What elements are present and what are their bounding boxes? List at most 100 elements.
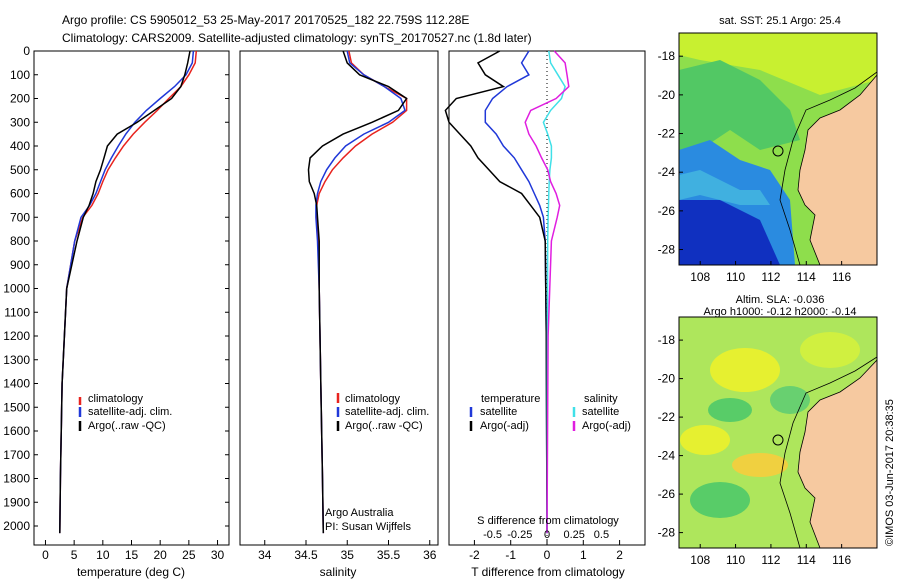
legend-argo: Argo(..raw -QC) [345, 420, 423, 432]
s-tick-label: -0.25 [507, 529, 532, 541]
sla-low-1 [690, 482, 750, 518]
series-line-salinity-argo-adj- [524, 50, 570, 534]
y-tick-label: 1400 [3, 377, 30, 391]
series-line-argo-raw-qc- [59, 50, 191, 534]
legend-satellite: satellite-adj. clim. [88, 406, 172, 418]
lon-tick-label: 112 [761, 553, 780, 567]
sla-high-4 [800, 332, 860, 368]
sla-map-title-1: Altim. SLA: -0.036 [736, 294, 825, 306]
lat-tick-label: -20 [658, 88, 676, 102]
sst-map-frame [678, 32, 878, 266]
sst-cyan-patch [679, 170, 770, 205]
x-tick-label: 2 [616, 548, 623, 562]
y-tick-label: 800 [10, 234, 30, 248]
s-tick-label: 0.25 [564, 529, 585, 541]
series-line-temperature-satellite [484, 50, 548, 534]
salinity-panel: 34 34.5 35 35.5 36 salinity climatology sate… [239, 50, 439, 579]
series-line-temperature-argo-adj- [444, 50, 548, 534]
y-tick-label: 900 [10, 258, 30, 272]
lon-tick-label: 110 [726, 270, 745, 284]
legend-temperature-title: temperature [481, 393, 540, 405]
lat-tick-label: -24 [658, 449, 676, 463]
y-tick-label: 1900 [3, 495, 30, 509]
sst-isobath [779, 71, 877, 265]
temperature-panel: 0 5 10 15 20 25 30 010020030040050060070080090… [3, 44, 645, 579]
header-line1: Argo profile: CS 5905012_53 25-May-2017 … [62, 13, 469, 27]
lon-tick-label: 108 [690, 553, 710, 567]
lat-tick-label: -22 [658, 127, 676, 141]
s-tick-label: 0 [544, 529, 550, 541]
lat-tick-label: -28 [658, 526, 676, 540]
sla-isobath [779, 356, 877, 548]
sla-low-3 [770, 386, 810, 414]
salinity-legend: climatology satellite-adj. clim. Argo(..… [336, 393, 429, 432]
y-tick-label: 1800 [3, 472, 30, 486]
series-line-argo-raw-qc- [307, 50, 408, 534]
difference-legend: temperature satellite Argo(-adj) salinit… [469, 393, 631, 432]
sst-cold-region [679, 200, 780, 265]
sla-high-1 [710, 348, 780, 392]
credit-pi: PI: Susan Wijffels [325, 521, 411, 533]
x-tick-label: 15 [125, 548, 139, 562]
sst-argo-position-marker [772, 145, 784, 157]
difference-panel: -2 -1 0 1 2 -0.5 -0.25 0 0.25 0.5 S difference f… [444, 50, 646, 579]
x-tick-label: 34.5 [294, 548, 318, 562]
lat-tick-label: -22 [658, 410, 676, 424]
x-tick-label: 5 [71, 548, 78, 562]
lat-tick-label: -26 [658, 204, 676, 218]
sla-map-title-2: Argo h1000: -0.12 h2000: -0.14 [704, 306, 857, 318]
salinity-plot-frame [239, 50, 439, 546]
lon-tick-label: 116 [832, 553, 851, 567]
x-tick-label: 0 [42, 548, 49, 562]
lon-tick-label: 112 [761, 270, 780, 284]
y-tick-label: 1000 [3, 282, 30, 296]
y-tick-label: 1700 [3, 448, 30, 462]
y-tick-label: 1100 [4, 305, 30, 319]
sst-warm-band [679, 33, 877, 95]
lon-tick-label: 108 [690, 270, 710, 284]
x-tick-label: 36 [423, 548, 437, 562]
lon-tick-label: 116 [832, 270, 851, 284]
y-tick-label: 1200 [3, 329, 30, 343]
s-tick-label: -0.5 [483, 529, 502, 541]
sla-high-3 [732, 453, 788, 477]
legend-climatology: climatology [345, 393, 401, 405]
sst-land [797, 74, 877, 265]
lon-tick-label: 114 [797, 270, 816, 284]
sst-map: sat. SST: 25.1 Argo: 25.4 108 110 112 114 11… [658, 15, 878, 284]
legend-temp-argo: Argo(-adj) [480, 420, 529, 432]
y-tick-label: 0 [23, 44, 30, 58]
legend-climatology: climatology [88, 393, 144, 405]
x-tick-label: 35 [341, 548, 355, 562]
x-tick-label: -2 [469, 548, 480, 562]
y-tick-label: 1300 [3, 353, 30, 367]
lat-tick-label: -18 [658, 49, 676, 63]
x-tick-label: 35.5 [377, 548, 401, 562]
legend-satellite: satellite-adj. clim. [345, 406, 429, 418]
sla-land [797, 359, 877, 548]
y-tick-label: 300 [10, 115, 30, 129]
imos-stamp: ©IMOS 03-Jun-2017 20:38:35 [884, 399, 896, 546]
lat-tick-label: -28 [658, 243, 676, 257]
sla-map: Altim. SLA: -0.036 Argo h1000: -0.12 h20… [658, 294, 878, 567]
y-tick-label: 600 [10, 187, 30, 201]
y-tick-label: 500 [10, 163, 30, 177]
sla-map-frame [678, 316, 878, 549]
y-tick-label: 400 [10, 139, 30, 153]
lat-tick-label: -26 [658, 487, 676, 501]
x-tick-label: 1 [580, 548, 587, 562]
legend-sal-satellite: satellite [582, 406, 619, 418]
sst-map-title: sat. SST: 25.1 Argo: 25.4 [719, 15, 841, 27]
credit-argo-australia: Argo Australia [325, 507, 394, 519]
sla-low-2 [708, 398, 752, 422]
sla-argo-position-marker [772, 434, 784, 446]
series-line-salinity-satellite [542, 50, 566, 534]
s-tick-label: 0.5 [594, 529, 609, 541]
legend-salinity-title: salinity [584, 393, 618, 405]
header-line2: Climatology: CARS2009. Satellite-adjuste… [62, 31, 532, 45]
x-tick-label: 34 [258, 548, 272, 562]
legend-sal-argo: Argo(-adj) [582, 420, 631, 432]
sst-mid-band [679, 60, 800, 160]
y-tick-label: 200 [10, 92, 30, 106]
